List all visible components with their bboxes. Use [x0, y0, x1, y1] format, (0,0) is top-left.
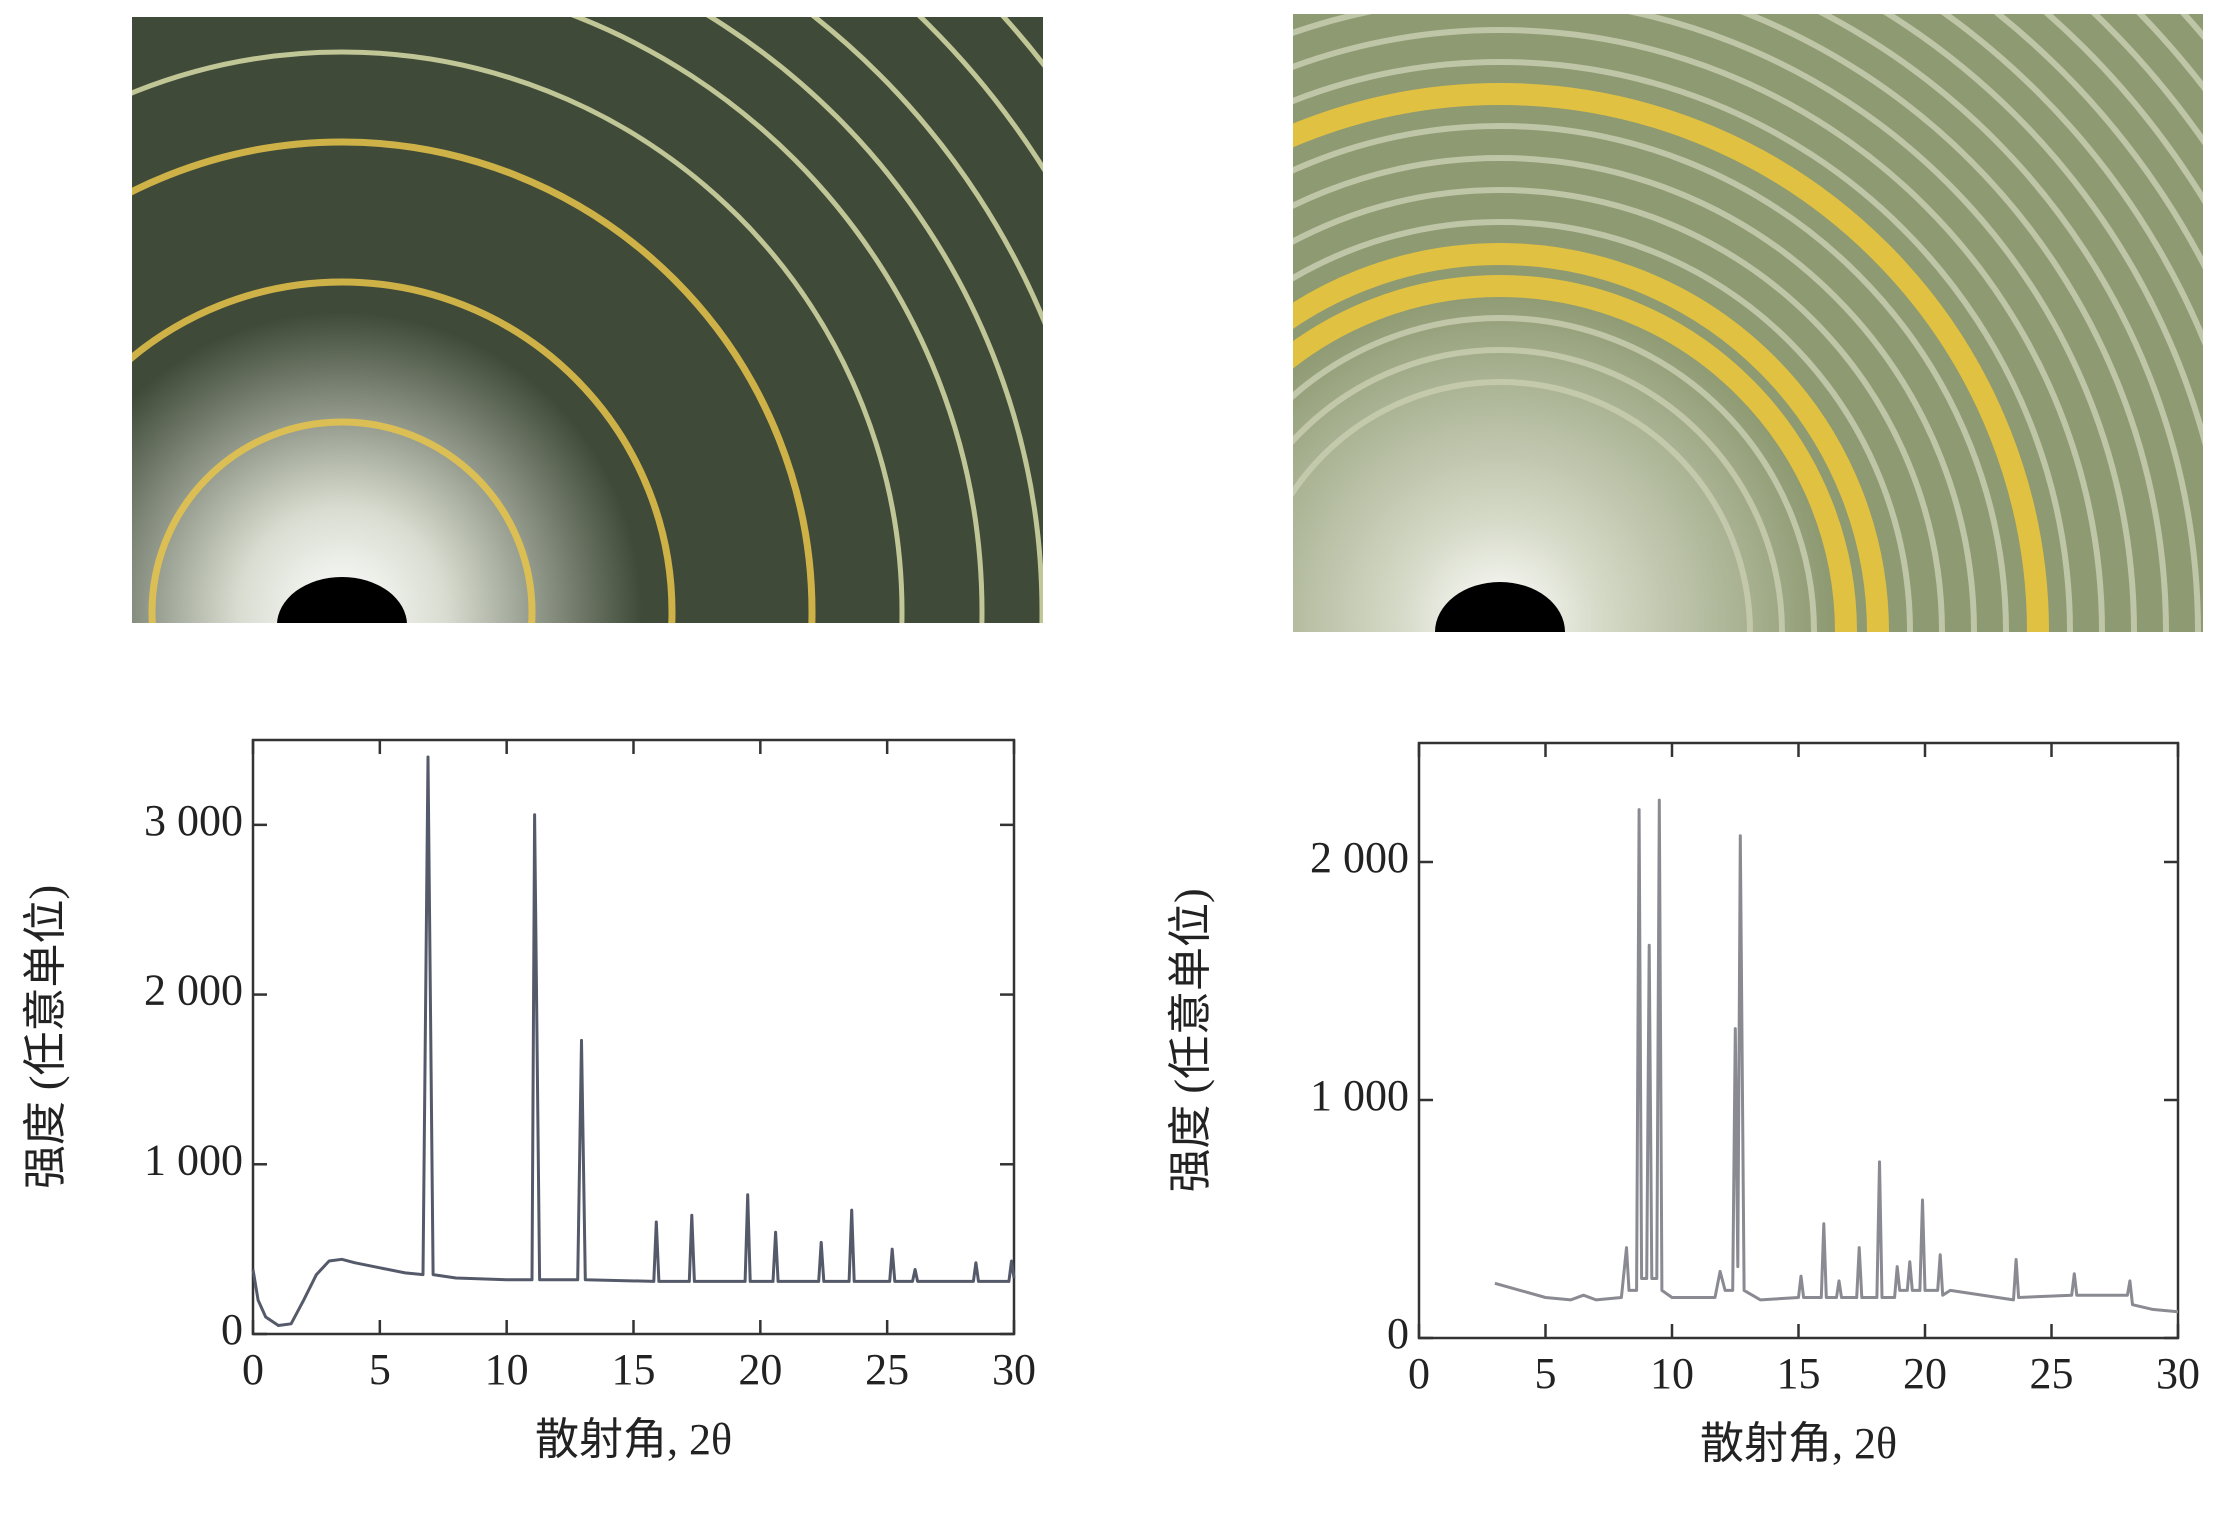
diffraction-ring — [1293, 315, 1817, 632]
y-tick-label: 3 000 — [144, 796, 243, 845]
x-tick-label: 30 — [992, 1345, 1036, 1394]
diffraction-ring — [1293, 83, 2049, 632]
diffraction-ring — [132, 278, 676, 623]
y-tick-label: 0 — [1387, 1309, 1409, 1358]
y-axis-title: 强度 (任意单位) — [21, 885, 70, 1189]
x-tick-label: 0 — [242, 1345, 264, 1394]
x-tick-label: 10 — [1650, 1349, 1694, 1398]
x-tick-label: 10 — [485, 1345, 529, 1394]
plot-frame — [1417, 741, 2180, 1340]
diffraction-ring — [1293, 27, 2105, 632]
x-tick-label: 5 — [1535, 1349, 1557, 1398]
x-tick-label: 5 — [369, 1345, 391, 1394]
diffraction-ring — [148, 418, 536, 623]
diffraction-ring — [570, 17, 985, 623]
x-tick-label: 20 — [738, 1345, 782, 1394]
x-tick-label: 15 — [1777, 1349, 1821, 1398]
y-tick-label: 1 000 — [144, 1135, 243, 1184]
y-axis-title: 强度 (任意单位) — [1166, 888, 1215, 1192]
x-tick-label: 15 — [612, 1345, 656, 1394]
diffraction-ring — [1293, 219, 1913, 632]
x-axis-title: 散射角, 2θ — [1700, 1419, 1897, 1468]
y-tick-label: 0 — [221, 1305, 243, 1354]
diffraction-ring — [1293, 379, 1753, 632]
diffraction-ring — [1293, 243, 1889, 632]
diffraction-photo — [1293, 14, 2203, 632]
diffraction-ring — [132, 138, 816, 623]
diffraction-photo — [132, 17, 1043, 623]
x-tick-label: 0 — [1408, 1349, 1430, 1398]
diffraction-ring — [1293, 59, 2073, 632]
x-tick-label: 30 — [2156, 1349, 2200, 1398]
y-tick-label: 1 000 — [1310, 1071, 1409, 1120]
x-tick-label: 25 — [2030, 1349, 2074, 1398]
diffraction-ring — [1293, 123, 2009, 632]
diffraction-ring — [1293, 187, 1945, 632]
diffraction-ring — [1293, 275, 1857, 632]
y-tick-label: 2 000 — [1310, 833, 1409, 882]
plot-frame — [251, 738, 1016, 1336]
x-tick-label: 25 — [865, 1345, 909, 1394]
data-line — [1494, 798, 2179, 1314]
x-tick-label: 20 — [1903, 1349, 1947, 1398]
diffraction-ring — [1293, 155, 1977, 632]
diffraction-ring — [705, 17, 1043, 623]
diffraction-ring — [132, 49, 905, 623]
data-line — [251, 755, 1016, 1327]
diffraction-ring — [1293, 347, 1785, 632]
x-axis-title: 散射角, 2θ — [535, 1415, 732, 1464]
y-tick-label: 2 000 — [144, 966, 243, 1015]
